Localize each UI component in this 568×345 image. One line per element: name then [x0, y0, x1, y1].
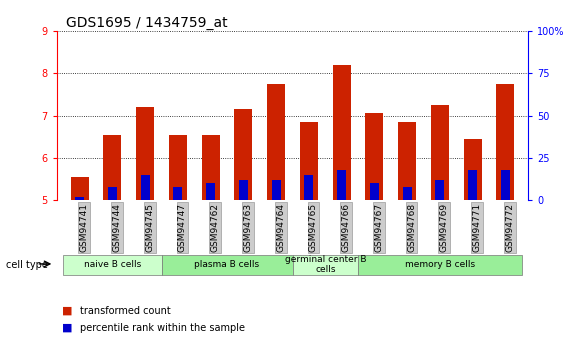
Text: GSM94745: GSM94745 [145, 203, 154, 252]
Bar [108, 187, 117, 200]
Bar [239, 180, 248, 200]
Text: ■: ■ [62, 323, 73, 333]
Text: GSM94766: GSM94766 [341, 203, 350, 252]
Bar [333, 65, 350, 200]
Text: GSM94763: GSM94763 [244, 203, 252, 252]
Bar [431, 105, 449, 200]
Bar [300, 122, 318, 200]
Text: GSM94747: GSM94747 [178, 203, 187, 252]
Bar [501, 170, 510, 200]
Bar [173, 187, 182, 200]
Text: GSM94762: GSM94762 [211, 203, 220, 252]
Bar [235, 109, 252, 200]
Bar [141, 175, 150, 200]
Bar [337, 170, 346, 200]
Text: plasma B cells: plasma B cells [194, 260, 260, 269]
Text: GDS1695 / 1434759_at: GDS1695 / 1434759_at [66, 16, 228, 30]
Text: GSM94771: GSM94771 [473, 203, 482, 252]
Bar [304, 175, 314, 200]
Bar [103, 135, 122, 200]
Bar [161, 255, 293, 275]
Bar [293, 255, 358, 275]
Text: GSM94741: GSM94741 [80, 203, 89, 252]
Text: GSM94769: GSM94769 [440, 203, 449, 252]
Bar [202, 135, 220, 200]
Bar [75, 197, 84, 200]
Bar [370, 183, 379, 200]
Text: transformed count: transformed count [80, 306, 170, 315]
Bar [403, 187, 412, 200]
Text: cell type: cell type [6, 260, 48, 269]
Bar [267, 84, 285, 200]
Bar [463, 139, 482, 200]
Text: GSM94772: GSM94772 [506, 203, 514, 252]
Text: ■: ■ [62, 306, 73, 315]
Bar [206, 183, 215, 200]
Text: germinal center B
cells: germinal center B cells [285, 255, 366, 275]
Bar [136, 107, 154, 200]
Bar [169, 135, 187, 200]
Bar [272, 180, 281, 200]
Bar [435, 180, 444, 200]
Text: GSM94765: GSM94765 [309, 203, 318, 252]
Bar [358, 255, 521, 275]
Bar [365, 114, 383, 200]
Text: GSM94764: GSM94764 [276, 203, 285, 252]
Bar [70, 177, 89, 200]
Bar [468, 170, 477, 200]
Text: GSM94767: GSM94767 [374, 203, 383, 252]
Text: naive B cells: naive B cells [84, 260, 141, 269]
Text: percentile rank within the sample: percentile rank within the sample [80, 323, 244, 333]
Text: GSM94768: GSM94768 [407, 203, 416, 252]
Text: GSM94744: GSM94744 [112, 203, 122, 252]
Bar [398, 122, 416, 200]
Bar [496, 84, 515, 200]
Bar [64, 255, 161, 275]
Text: memory B cells: memory B cells [405, 260, 475, 269]
